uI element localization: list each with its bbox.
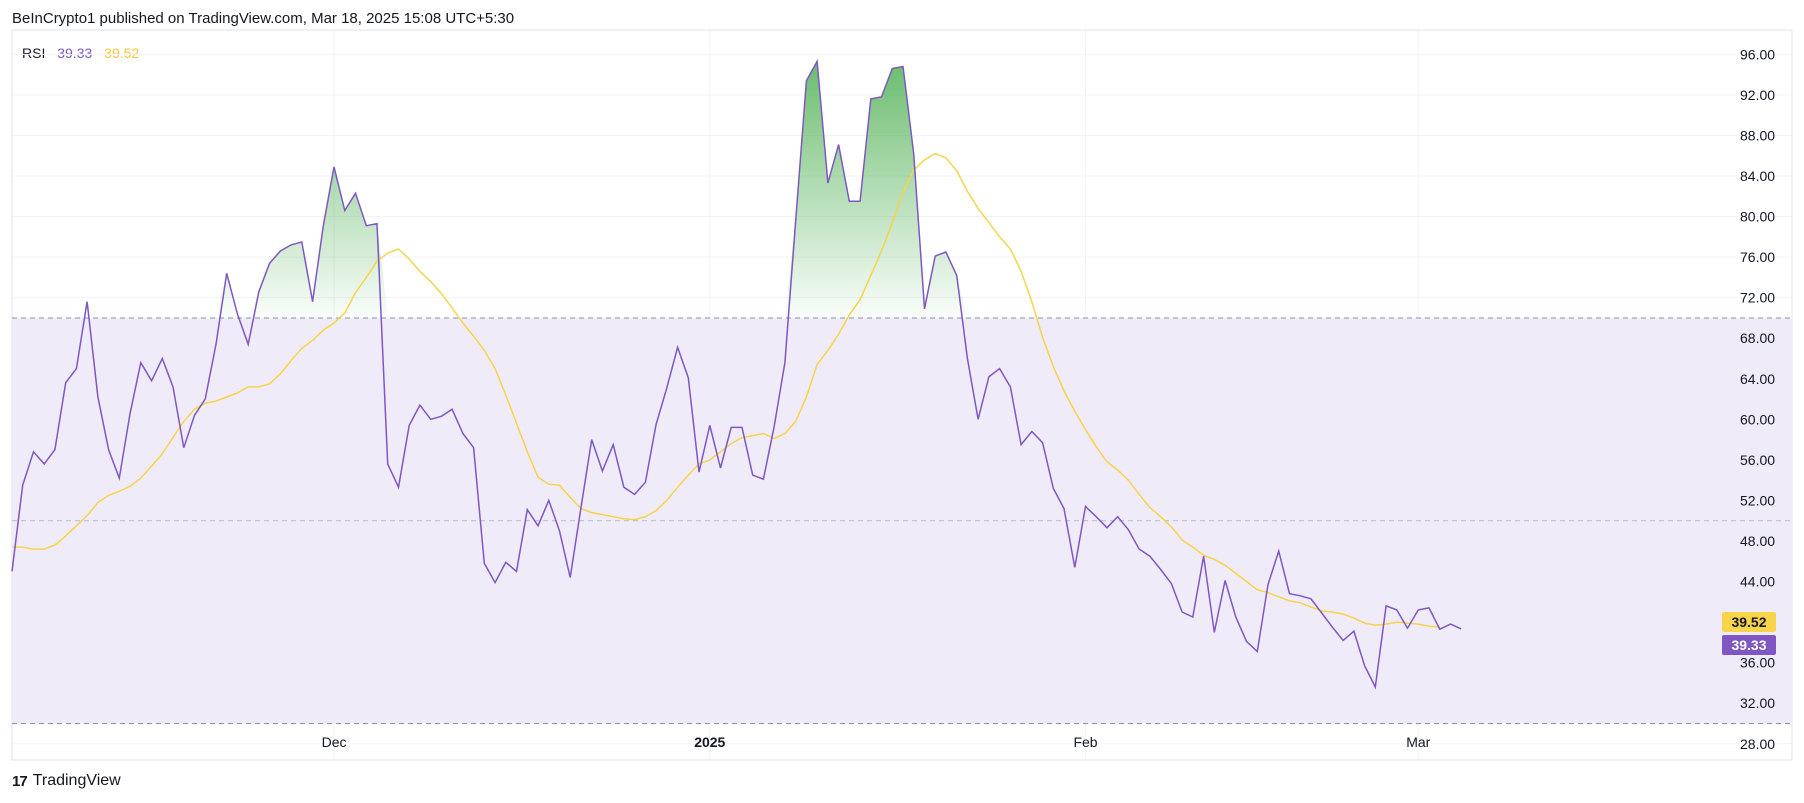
y-tick-label: 52.00 (1740, 492, 1775, 508)
x-tick-label: Feb (1073, 734, 1097, 750)
rsi-band (12, 317, 1792, 724)
y-tick-label: 64.00 (1740, 371, 1775, 387)
tradingview-footer[interactable]: 17 TradingView (12, 772, 121, 790)
y-tick-label: 80.00 (1740, 209, 1775, 225)
series-line-rsi (11, 58, 1462, 690)
y-tick-label: 88.00 (1740, 127, 1775, 143)
tradingview-brand: TradingView (32, 772, 121, 789)
publisher-attribution: BeInCrypto1 published on TradingView.com… (12, 10, 515, 27)
y-tick-label: 28.00 (1740, 736, 1775, 752)
indicator-name: RSI (22, 45, 46, 61)
x-tick-label: Mar (1406, 734, 1430, 750)
rsi-value-label: 39.33 (57, 45, 93, 61)
y-tick-label: 92.00 (1740, 87, 1775, 103)
tradingview-logo-icon: 17 (12, 772, 28, 790)
y-tick-label: 76.00 (1740, 249, 1775, 265)
y-tick-label: 68.00 (1740, 330, 1775, 346)
x-tick-label: Dec (322, 734, 347, 750)
y-tick-label: 84.00 (1740, 168, 1775, 184)
y-tick-label: 32.00 (1740, 695, 1775, 711)
y-tick-label: 56.00 (1740, 452, 1775, 468)
overbought-fill (12, 61, 1462, 318)
ma-value-label: 39.52 (104, 45, 140, 61)
y-tick-label: 96.00 (1740, 46, 1775, 62)
rsi-price-tag: 39.33 (1722, 634, 1776, 655)
y-tick-label: 60.00 (1740, 411, 1775, 427)
indicator-legend: RSI 39.33 39.52 (22, 45, 147, 61)
y-tick-label: 72.00 (1740, 290, 1775, 306)
x-tick-label: 2025 (694, 734, 725, 750)
ma-price-tag: 39.52 (1722, 611, 1776, 632)
y-tick-label: 48.00 (1740, 533, 1775, 549)
y-tick-label: 44.00 (1740, 574, 1775, 590)
y-tick-label: 36.00 (1740, 655, 1775, 671)
